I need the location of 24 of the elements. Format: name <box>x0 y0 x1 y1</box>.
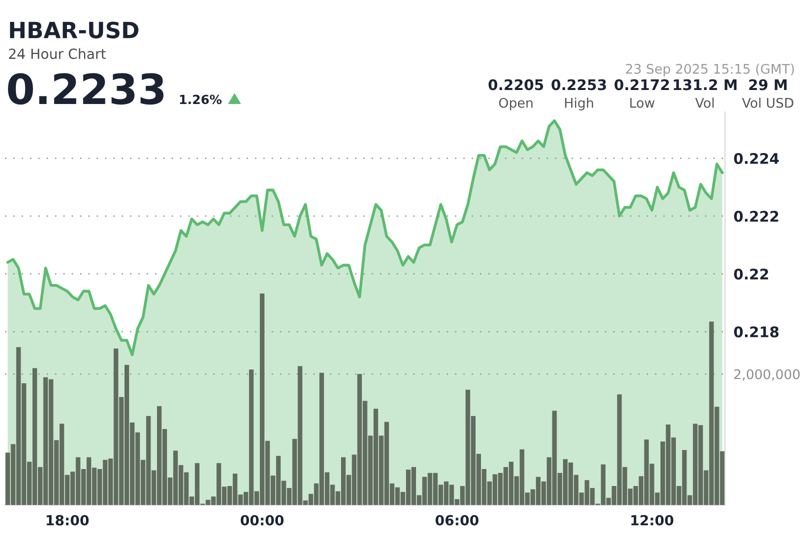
text: 0.2172 <box>614 79 669 90</box>
text: 0.2233 <box>8 73 164 105</box>
x-tick-label: 12:00 <box>631 514 674 526</box>
text: Vol USD <box>742 98 794 108</box>
text: Vol <box>695 98 714 108</box>
chart-title: HBAR-USD <box>10 22 138 38</box>
text: Low <box>630 98 654 108</box>
x-tick-label: 18:00 <box>46 514 89 526</box>
text: 29 M <box>749 79 787 90</box>
text: High <box>565 98 594 110</box>
y-tick-label: 0.222 <box>734 210 778 222</box>
chart-subtitle: 24 Hour Chart <box>9 48 106 60</box>
x-tick-label: 00:00 <box>240 514 284 526</box>
y-tick-label: 0.224 <box>734 152 779 164</box>
text: 23 Sep 2025 15:15 (GMT) <box>626 64 794 76</box>
text: 1.26% <box>180 94 222 104</box>
text: 0.2205 <box>488 79 544 90</box>
text: 0.2253 <box>552 79 606 90</box>
y2-tick-label: 2,000,000 <box>734 369 800 381</box>
x-tick-label: 06:00 <box>436 514 478 526</box>
y-tick-label: 0.218 <box>734 326 779 338</box>
y-tick-label: 0.22 <box>734 268 768 280</box>
text: Open <box>499 98 532 110</box>
text: 131.2 M <box>674 79 737 90</box>
